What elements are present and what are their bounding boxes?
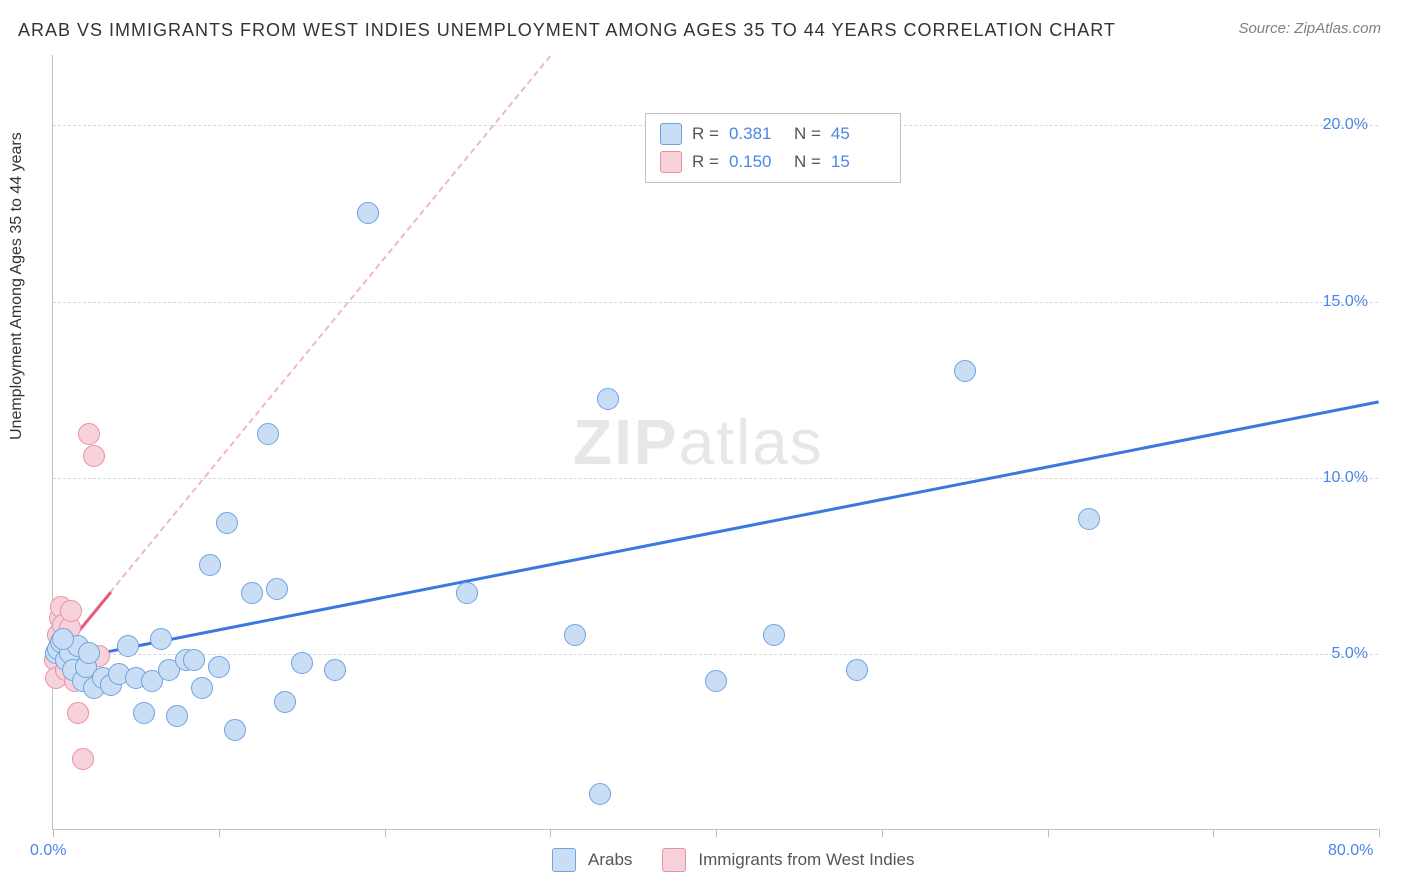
gridline: [53, 302, 1378, 303]
plot-area: ZIPatlas 5.0% 10.0% 15.0% 20.0% R = 0.381 N = 4…: [52, 55, 1378, 830]
point-arabs: [52, 628, 74, 650]
point-arabs: [78, 642, 100, 664]
legend-r-label: R =: [692, 152, 719, 172]
point-immigrants: [78, 423, 100, 445]
point-arabs: [117, 635, 139, 657]
y-tick-label: 10.0%: [1323, 469, 1368, 487]
y-tick-label: 15.0%: [1323, 293, 1368, 311]
point-arabs: [954, 360, 976, 382]
point-arabs: [199, 554, 221, 576]
point-immigrants: [83, 445, 105, 467]
point-arabs: [291, 652, 313, 674]
legend-r-value: 0.150: [729, 152, 784, 172]
point-arabs: [274, 691, 296, 713]
legend-correlation: R = 0.381 N = 45 R = 0.150 N = 15: [645, 113, 901, 183]
gridline: [53, 654, 1378, 655]
legend-n-label: N =: [794, 124, 821, 144]
point-arabs: [705, 670, 727, 692]
trend-line: [53, 400, 1380, 664]
legend-swatch: [660, 123, 682, 145]
point-arabs: [150, 628, 172, 650]
y-axis-label: Unemployment Among Ages 35 to 44 years: [8, 132, 26, 440]
point-arabs: [257, 423, 279, 445]
legend-n-value: 15: [831, 152, 886, 172]
x-tick: [1048, 829, 1049, 837]
legend-n-value: 45: [831, 124, 886, 144]
trend-line: [52, 55, 551, 662]
point-arabs: [183, 649, 205, 671]
x-tick: [716, 829, 717, 837]
legend-row: R = 0.150 N = 15: [660, 148, 886, 176]
x-tick: [53, 829, 54, 837]
x-tick: [1213, 829, 1214, 837]
point-arabs: [456, 582, 478, 604]
legend-swatch: [660, 151, 682, 173]
point-immigrants: [60, 600, 82, 622]
point-arabs: [597, 388, 619, 410]
x-tick: [550, 829, 551, 837]
correlation-chart: ARAB VS IMMIGRANTS FROM WEST INDIES UNEM…: [0, 0, 1406, 892]
legend-label-arabs: Arabs: [588, 850, 632, 870]
point-arabs: [564, 624, 586, 646]
point-arabs: [266, 578, 288, 600]
legend-n-label: N =: [794, 152, 821, 172]
x-tick: [882, 829, 883, 837]
legend-row: R = 0.381 N = 45: [660, 120, 886, 148]
y-tick-label: 20.0%: [1323, 116, 1368, 134]
legend-series: Arabs Immigrants from West Indies: [552, 848, 932, 872]
point-arabs: [324, 659, 346, 681]
point-arabs: [763, 624, 785, 646]
point-arabs: [208, 656, 230, 678]
x-max-label: 80.0%: [1328, 842, 1373, 860]
watermark-bold: ZIP: [573, 406, 679, 478]
legend-r-value: 0.381: [729, 124, 784, 144]
legend-swatch-immigrants: [662, 848, 686, 872]
legend-label-immigrants: Immigrants from West Indies: [698, 850, 914, 870]
y-tick-label: 5.0%: [1332, 645, 1368, 663]
point-immigrants: [72, 748, 94, 770]
watermark: ZIPatlas: [573, 405, 824, 479]
x-tick: [385, 829, 386, 837]
point-arabs: [166, 705, 188, 727]
point-arabs: [133, 702, 155, 724]
chart-title: ARAB VS IMMIGRANTS FROM WEST INDIES UNEM…: [18, 20, 1116, 41]
x-tick: [1379, 829, 1380, 837]
point-arabs: [846, 659, 868, 681]
point-arabs: [241, 582, 263, 604]
watermark-rest: atlas: [679, 406, 824, 478]
point-arabs: [1078, 508, 1100, 530]
x-origin-label: 0.0%: [30, 842, 66, 860]
point-arabs: [224, 719, 246, 741]
x-tick: [219, 829, 220, 837]
point-immigrants: [67, 702, 89, 724]
chart-source: Source: ZipAtlas.com: [1238, 20, 1381, 37]
legend-swatch-arabs: [552, 848, 576, 872]
point-arabs: [216, 512, 238, 534]
legend-r-label: R =: [692, 124, 719, 144]
point-arabs: [191, 677, 213, 699]
gridline: [53, 478, 1378, 479]
point-arabs: [357, 202, 379, 224]
point-arabs: [589, 783, 611, 805]
